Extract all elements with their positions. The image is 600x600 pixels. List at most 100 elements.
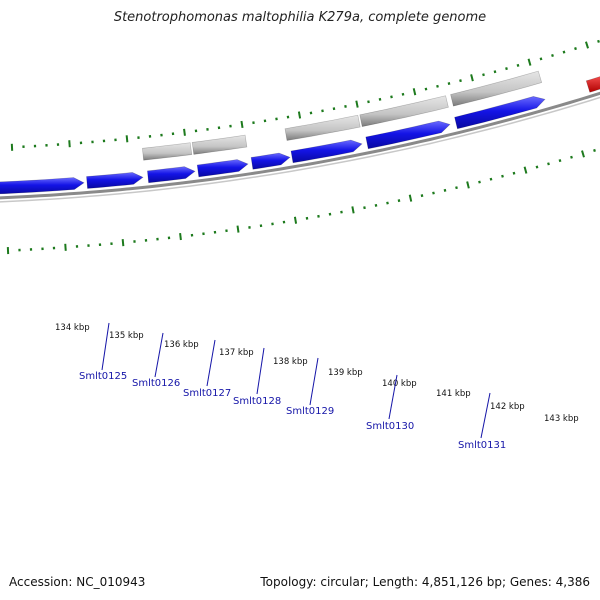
inner-major-tick xyxy=(527,58,532,66)
outer-minor-tick xyxy=(593,148,596,152)
outer-major-tick xyxy=(408,194,413,202)
outer-major-tick xyxy=(121,239,125,247)
feature-block xyxy=(284,114,361,141)
gene-arrow xyxy=(290,139,363,164)
inner-minor-tick xyxy=(574,47,577,51)
gene-label: Smlt0126 xyxy=(132,378,180,389)
gene-leader-line xyxy=(256,347,265,395)
gene-label: Smlt0131 xyxy=(458,440,506,451)
inner-minor-tick xyxy=(367,100,370,104)
outer-minor-tick xyxy=(489,177,493,181)
inner-major-tick xyxy=(355,100,359,108)
inner-minor-tick xyxy=(378,97,382,101)
outer-major-tick xyxy=(466,181,470,189)
outer-minor-tick xyxy=(535,165,539,169)
inner-minor-tick xyxy=(424,87,428,91)
outer-major-tick xyxy=(293,216,298,224)
outer-minor-tick xyxy=(512,171,516,175)
inner-major-tick xyxy=(68,140,71,148)
feature-block xyxy=(191,134,248,155)
gene-label: Smlt0127 xyxy=(183,388,231,399)
kbp-label: 140 kbp xyxy=(382,379,417,389)
inner-minor-tick xyxy=(482,73,485,77)
kbp-label: 139 kbp xyxy=(328,368,363,378)
accession-text: Accession: NC_010943 xyxy=(9,575,146,589)
outer-minor-tick xyxy=(443,188,447,192)
backbone-shadow xyxy=(0,96,600,203)
kbp-label: 136 kbp xyxy=(164,340,199,350)
inner-minor-tick xyxy=(447,82,451,85)
outer-minor-tick xyxy=(397,199,401,203)
inner-major-tick xyxy=(125,135,129,143)
kbp-label-group: 134 kbp 135 kbp 136 kbp 137 kbp 138 kbp 139 k… xyxy=(55,323,579,424)
outer-major-tick xyxy=(523,166,528,174)
gene-arrow xyxy=(86,172,144,189)
gene-leader-line xyxy=(154,332,164,378)
inner-major-tick xyxy=(585,41,589,49)
gene-arrow xyxy=(0,177,85,195)
inner-major-tick xyxy=(412,88,417,96)
outer-minor-tick xyxy=(386,201,389,205)
gene-label: Smlt0129 xyxy=(286,406,334,417)
inner-major-tick xyxy=(240,120,244,129)
outer-minor-tick xyxy=(478,180,481,184)
rna-gene-arrow xyxy=(585,76,600,93)
gene-track xyxy=(0,76,600,195)
inner-minor-tick xyxy=(551,53,554,58)
gene-label: Smlt0130 xyxy=(366,421,414,432)
gene-arrow xyxy=(250,152,291,170)
gene-leader-line xyxy=(480,392,491,439)
feature-track xyxy=(142,70,543,161)
gene-leader-line xyxy=(309,357,319,406)
outer-minor-tick xyxy=(501,174,504,178)
inner-minor-tick xyxy=(390,95,393,99)
kbp-label: 138 kbp xyxy=(273,357,308,367)
inner-minor-tick xyxy=(493,70,497,74)
feature-block xyxy=(450,70,543,107)
outer-major-tick xyxy=(179,232,182,241)
feature-block xyxy=(142,142,193,161)
outer-minor-tick xyxy=(547,162,550,166)
inner-major-tick xyxy=(297,111,302,119)
gene-leader-line xyxy=(206,339,216,387)
inner-tick-ring xyxy=(10,39,600,151)
inner-major-tick xyxy=(183,128,186,136)
outer-minor-tick xyxy=(420,194,424,198)
topology-summary: Topology: circular; Length: 4,851,126 bp… xyxy=(260,575,590,589)
kbp-label: 137 kbp xyxy=(219,348,254,358)
outer-minor-tick xyxy=(432,191,435,195)
kbp-label: 142 kbp xyxy=(490,402,525,412)
kbp-label: 134 kbp xyxy=(55,323,90,333)
outer-minor-tick xyxy=(558,159,562,163)
kbp-label: 143 kbp xyxy=(544,414,579,424)
inner-minor-tick xyxy=(505,67,508,71)
gene-arrow xyxy=(365,120,451,150)
outer-minor-tick xyxy=(570,155,573,159)
inner-minor-tick xyxy=(401,92,405,96)
outer-major-tick xyxy=(351,206,355,214)
inner-minor-tick xyxy=(459,79,462,83)
outer-minor-tick xyxy=(455,186,458,190)
kbp-label: 135 kbp xyxy=(109,331,144,341)
kbp-label: 141 kbp xyxy=(436,389,471,399)
inner-minor-tick xyxy=(562,50,566,54)
feature-block xyxy=(359,95,449,127)
gene-label: Smlt0128 xyxy=(233,396,281,407)
inner-minor-tick xyxy=(597,39,600,43)
inner-minor-tick xyxy=(539,57,543,61)
inner-minor-tick xyxy=(516,63,520,67)
gene-leader-line xyxy=(388,374,398,420)
gene-label: Smlt0125 xyxy=(79,371,127,382)
inner-major-tick xyxy=(470,74,474,82)
outer-tick-ring xyxy=(6,148,596,255)
outer-major-tick xyxy=(236,225,240,233)
gene-arrow xyxy=(147,166,196,184)
inner-minor-tick xyxy=(436,84,439,88)
gene-leader-line xyxy=(101,322,110,371)
map-title: Stenotrophomonas maltophilia K279a, comp… xyxy=(113,10,487,25)
gene-arrow xyxy=(196,159,249,178)
genome-backbone xyxy=(0,91,600,200)
gene-arrow xyxy=(454,96,546,130)
